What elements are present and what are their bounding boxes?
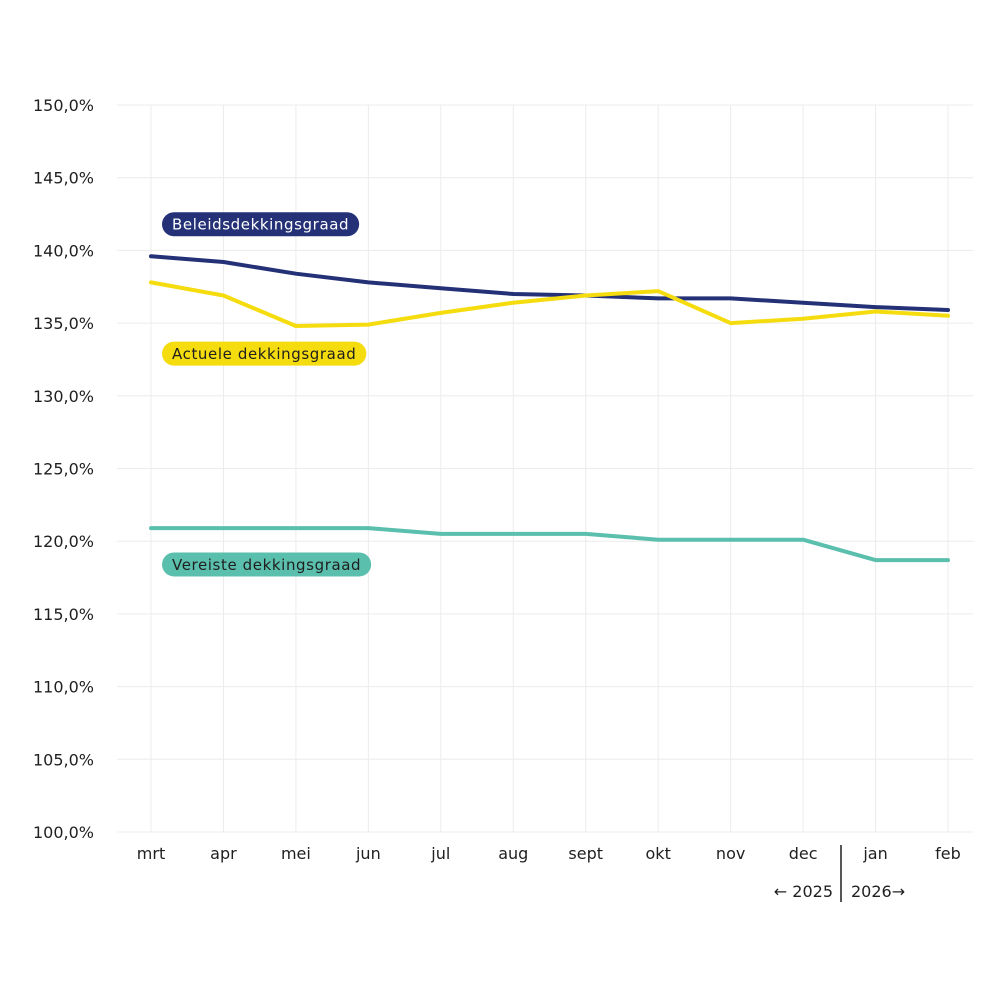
- series-lines: [149, 254, 950, 563]
- x-axis: mrt apr mei jun jul aug sept okt nov dec jan feb: [137, 844, 961, 863]
- x-tick-label: apr: [210, 844, 237, 863]
- x-tick-label: feb: [935, 844, 961, 863]
- y-tick-label: 145,0%: [33, 169, 94, 188]
- series-label-text: Beleidsdekkingsgraad: [172, 216, 349, 234]
- y-axis: 100,0% 105,0% 110,0% 115,0% 120,0% 125,0% 130,…: [33, 96, 94, 842]
- series-label-1: Actuele dekkingsgraad: [162, 341, 367, 366]
- series-label-0: Beleidsdekkingsgraad: [162, 212, 360, 237]
- series-label-2: Vereiste dekkingsgraad: [162, 552, 372, 577]
- year-markers: ← 2025 2026→: [774, 845, 905, 902]
- x-tick-label: nov: [716, 844, 745, 863]
- x-tick-label: sept: [568, 844, 603, 863]
- x-tick-label: jul: [430, 844, 450, 863]
- x-tick-label: okt: [646, 844, 671, 863]
- x-tick-label: aug: [498, 844, 528, 863]
- series-label-text: Actuele dekkingsgraad: [172, 345, 356, 363]
- series-label-pill: [162, 341, 367, 366]
- y-tick-label: 130,0%: [33, 387, 94, 406]
- y-tick-label: 110,0%: [33, 678, 94, 697]
- y-tick-label: 100,0%: [33, 823, 94, 842]
- series-label-text: Vereiste dekkingsgraad: [172, 556, 361, 574]
- x-tick-label: mrt: [137, 844, 165, 863]
- x-tick-label: dec: [789, 844, 818, 863]
- y-tick-label: 150,0%: [33, 96, 94, 115]
- y-tick-label: 135,0%: [33, 314, 94, 333]
- x-tick-label: jan: [862, 844, 887, 863]
- y-tick-label: 125,0%: [33, 460, 94, 479]
- series-labels: Beleidsdekkingsgraad Actuele dekkingsgraa…: [162, 212, 372, 577]
- year-label-2025: ← 2025: [774, 882, 833, 901]
- y-tick-label: 105,0%: [33, 750, 94, 769]
- grid: [117, 104, 973, 833]
- series-label-pill: [162, 552, 372, 577]
- y-tick-label: 115,0%: [33, 605, 94, 624]
- series-line-1: [149, 280, 950, 328]
- x-tick-label: jun: [355, 844, 381, 863]
- series-line-0: [149, 254, 950, 312]
- y-tick-label: 140,0%: [33, 241, 94, 260]
- series-line-2: [149, 526, 950, 563]
- series-label-pill: [162, 212, 360, 237]
- y-tick-label: 120,0%: [33, 532, 94, 551]
- year-label-2026: 2026→: [851, 882, 905, 901]
- x-tick-label: mei: [281, 844, 311, 863]
